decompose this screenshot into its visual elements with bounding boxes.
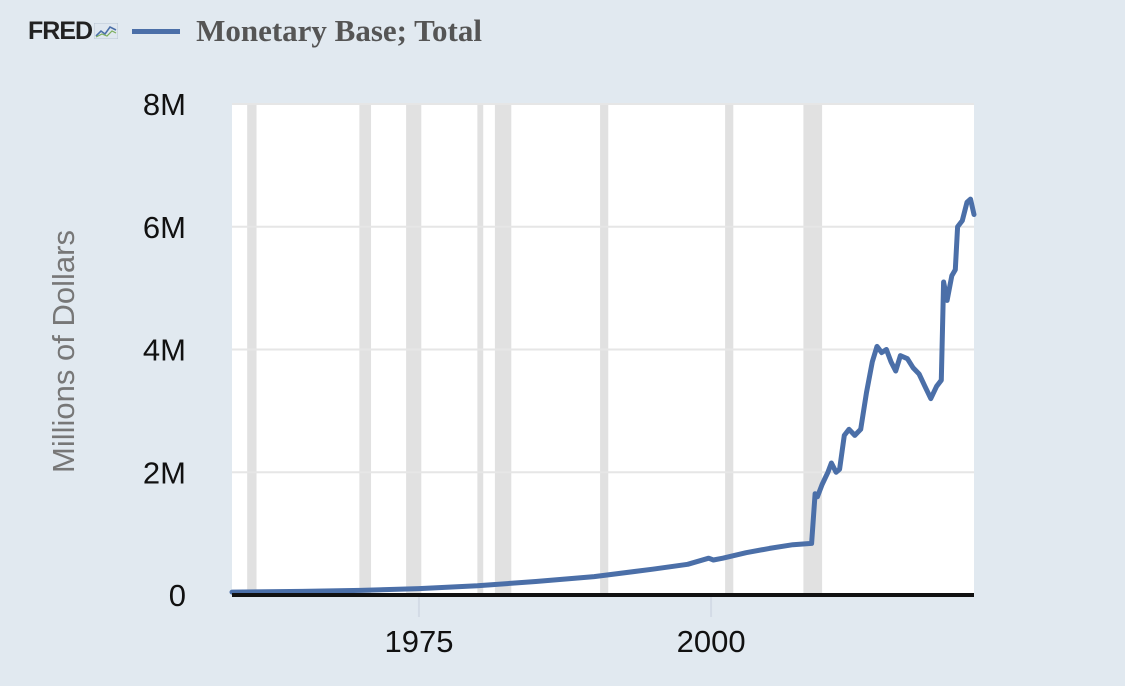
y-axis-label: Millions of Dollars xyxy=(46,230,81,473)
x-tick-label: 2000 xyxy=(677,624,746,659)
y-tick-label: 6M xyxy=(143,210,186,245)
series-line xyxy=(229,196,977,595)
y-tick-label: 8M xyxy=(143,87,186,122)
fred-line-icon xyxy=(94,23,119,39)
legend-swatch xyxy=(132,28,181,34)
fred-logo-text: FRED xyxy=(28,16,93,45)
chart-title: Monetary Base; Total xyxy=(196,13,482,48)
chart-header: FRED Monetary Base; Total xyxy=(28,8,482,54)
y-tick-label: 2M xyxy=(143,455,186,490)
x-tick-label: 1975 xyxy=(384,624,453,659)
y-tick-label: 0 xyxy=(169,578,186,613)
y-tick-label: 4M xyxy=(143,333,186,368)
fred-logo[interactable]: FRED xyxy=(28,16,119,46)
